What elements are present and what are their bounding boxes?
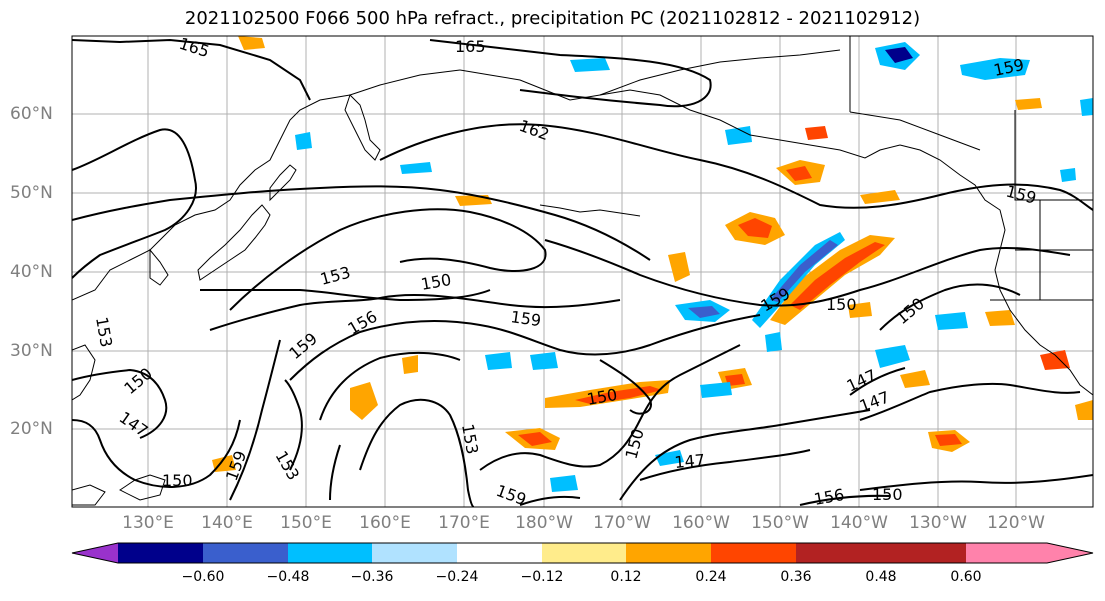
lon-label-150w: 150°W — [751, 513, 809, 533]
colorbar — [71, 542, 1094, 564]
colorbar-extend-min — [72, 543, 118, 563]
colorbar-bin — [796, 543, 881, 563]
gridlines — [72, 36, 1093, 507]
lon-label-130e: 130°E — [122, 513, 174, 533]
refractivity-contours — [72, 38, 1093, 507]
lat-label-60n: 60°N — [10, 104, 53, 124]
colorbar-tick-label: −0.12 — [520, 569, 564, 585]
lon-label-130w: 130°W — [909, 513, 967, 533]
contour-label: 150 — [162, 471, 193, 490]
colorbar-tick-label: −0.60 — [181, 569, 225, 585]
precip-negative-blobs — [295, 42, 1093, 492]
contour-label: 159 — [509, 307, 542, 330]
contour-label: 147 — [674, 450, 706, 472]
colorbar-bin — [288, 543, 372, 563]
colorbar-tick-label: 0.60 — [950, 569, 982, 585]
lon-label-140e: 140°E — [201, 513, 253, 533]
colorbar-bin — [372, 543, 457, 563]
coastlines — [72, 49, 1093, 506]
colorbar-tick-label: −0.36 — [350, 569, 394, 585]
colorbar-bin — [203, 543, 288, 563]
lat-label-40n: 40°N — [10, 262, 53, 282]
lat-label-50n: 50°N — [10, 183, 53, 203]
lon-label-160w: 160°W — [672, 513, 730, 533]
colorbar-bin — [542, 543, 626, 563]
colorbar-tick-label: 0.24 — [695, 569, 727, 585]
lon-label-170e: 170°E — [438, 513, 490, 533]
colorbar-bin — [118, 543, 203, 563]
contour-label: 150 — [826, 295, 857, 314]
colorbar-tick-label: 0.12 — [610, 569, 642, 585]
colorbar-bin — [626, 543, 711, 563]
map-frame — [71, 35, 1094, 508]
colorbar-extend-max — [1047, 543, 1093, 563]
contour-label: 165 — [455, 37, 486, 56]
lon-label-140w: 140°W — [830, 513, 888, 533]
colorbar-bin — [457, 543, 542, 563]
colorbar-bin — [711, 543, 796, 563]
colorbar-tick-label: 0.48 — [865, 569, 897, 585]
precip-positive-blobs — [212, 36, 1093, 472]
lat-label-30n: 30°N — [10, 341, 53, 361]
contour-label: 156 — [812, 485, 845, 509]
colorbar-tick-label: 0.36 — [780, 569, 812, 585]
lon-label-160e: 160°E — [359, 513, 411, 533]
lon-label-180w: 180°W — [515, 513, 573, 533]
lon-label-170w: 170°W — [593, 513, 651, 533]
map-title: 2021102500 F066 500 hPa refract., precip… — [184, 8, 921, 29]
colorbar-bin — [966, 543, 1047, 563]
lon-label-150e: 150°E — [280, 513, 332, 533]
lat-label-20n: 20°N — [10, 419, 53, 439]
colorbar-bin — [881, 543, 966, 563]
lon-label-120w: 120°W — [987, 513, 1045, 533]
colorbar-tick-label: −0.24 — [435, 569, 479, 585]
colorbar-tick-label: −0.48 — [266, 569, 310, 585]
contour-label: 150 — [872, 485, 903, 504]
